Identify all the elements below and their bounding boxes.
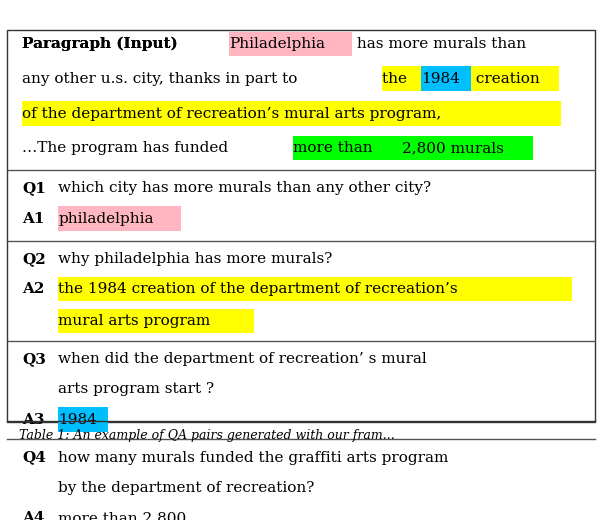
FancyBboxPatch shape <box>22 101 561 126</box>
Text: Q2: Q2 <box>22 252 46 266</box>
Text: Q4: Q4 <box>22 450 46 464</box>
Text: the: the <box>382 72 412 86</box>
Text: A1: A1 <box>22 212 45 226</box>
Text: how many murals funded the graffiti arts program: how many murals funded the graffiti arts… <box>58 450 448 464</box>
Text: more than: more than <box>293 141 378 155</box>
Text: by the department of recreation?: by the department of recreation? <box>58 481 315 495</box>
FancyBboxPatch shape <box>58 506 223 520</box>
Text: has more murals than: has more murals than <box>352 37 527 51</box>
Text: Q3: Q3 <box>22 352 46 366</box>
Text: any other u.s. city, thanks in part to: any other u.s. city, thanks in part to <box>22 72 303 86</box>
FancyBboxPatch shape <box>421 67 471 91</box>
Text: A3: A3 <box>22 413 45 426</box>
FancyBboxPatch shape <box>58 206 181 231</box>
FancyBboxPatch shape <box>293 136 402 161</box>
FancyBboxPatch shape <box>229 32 352 56</box>
Text: 1984: 1984 <box>421 72 459 86</box>
FancyBboxPatch shape <box>58 309 254 333</box>
Text: …The program has funded: …The program has funded <box>22 141 234 155</box>
FancyBboxPatch shape <box>402 136 533 161</box>
Text: which city has more murals than any other city?: which city has more murals than any othe… <box>58 181 432 196</box>
Text: Q1: Q1 <box>22 181 46 196</box>
Text: creation: creation <box>471 72 539 86</box>
Text: Paragraph (Input): Paragraph (Input) <box>22 37 184 51</box>
Text: when did the department of recreation’ s mural: when did the department of recreation’ s… <box>58 352 427 366</box>
Text: Table 1: An example of QA pairs generated with our fram...: Table 1: An example of QA pairs generate… <box>19 429 395 442</box>
Text: philadelphia: philadelphia <box>58 212 154 226</box>
Text: A2: A2 <box>22 282 45 296</box>
Text: more than 2,800: more than 2,800 <box>58 511 187 520</box>
Text: 1984: 1984 <box>58 413 97 426</box>
Text: A4: A4 <box>22 511 45 520</box>
Text: mural arts program: mural arts program <box>58 314 211 328</box>
FancyBboxPatch shape <box>471 67 559 91</box>
Text: the 1984 creation of the department of recreation’s: the 1984 creation of the department of r… <box>58 282 458 296</box>
Text: Philadelphia: Philadelphia <box>229 37 325 51</box>
Text: of the department of recreation’s mural arts program,: of the department of recreation’s mural … <box>22 107 442 121</box>
FancyBboxPatch shape <box>7 30 595 422</box>
FancyBboxPatch shape <box>58 277 571 301</box>
FancyBboxPatch shape <box>382 67 421 91</box>
Text: Paragraph (Input): Paragraph (Input) <box>22 37 178 51</box>
Text: why philadelphia has more murals?: why philadelphia has more murals? <box>58 252 333 266</box>
Text: 2,800 murals: 2,800 murals <box>402 141 504 155</box>
FancyBboxPatch shape <box>58 407 108 432</box>
Text: arts program start ?: arts program start ? <box>58 382 214 396</box>
